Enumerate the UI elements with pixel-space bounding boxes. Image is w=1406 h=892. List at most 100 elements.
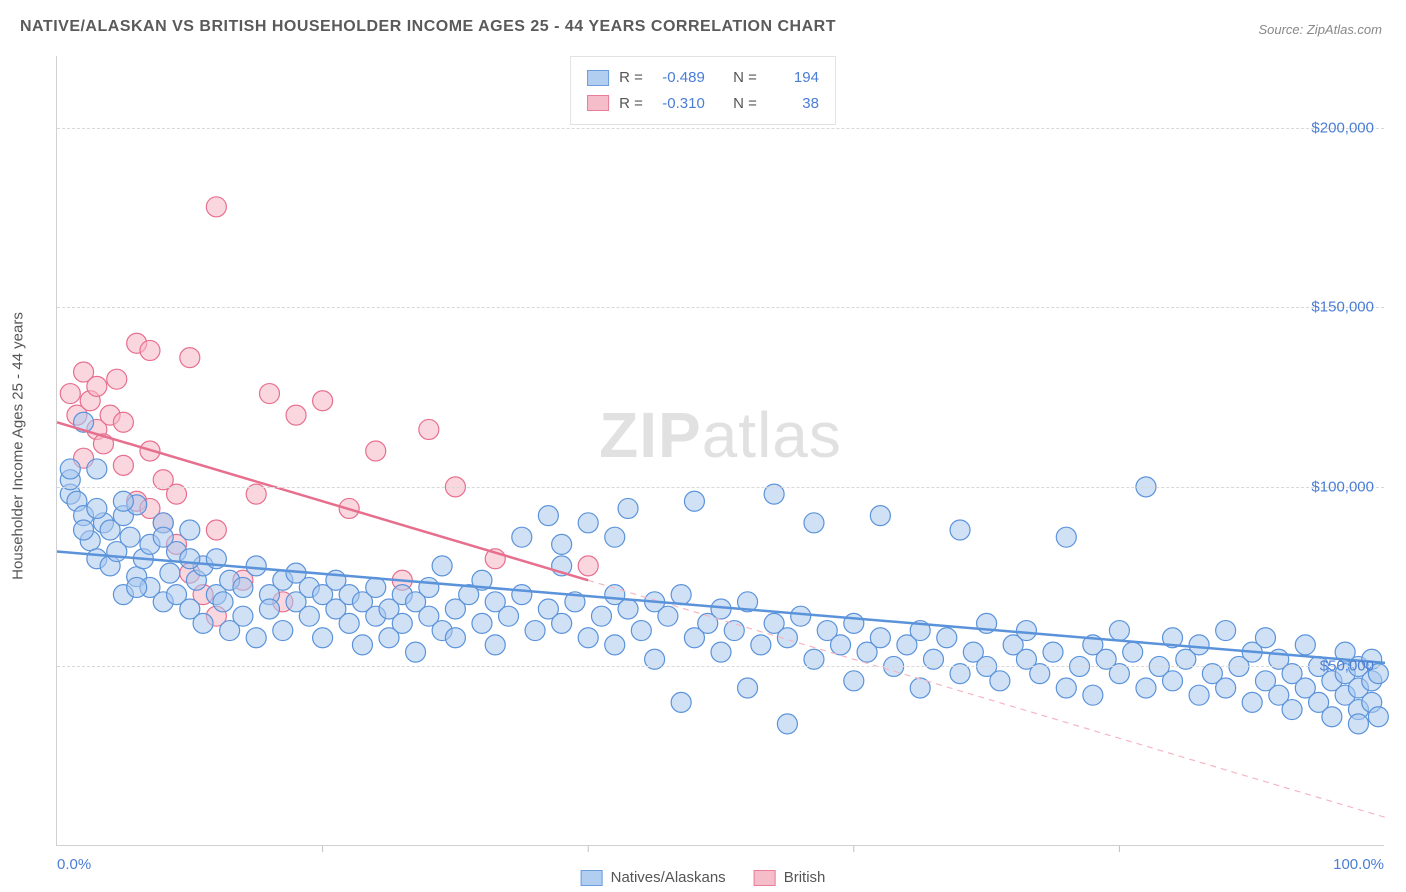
n-value-1: 194: [767, 65, 819, 91]
chart-container: NATIVE/ALASKAN VS BRITISH HOUSEHOLDER IN…: [0, 0, 1406, 892]
scatter-point: [937, 628, 957, 648]
xtick-max: 100.0%: [1333, 856, 1384, 873]
scatter-point: [1255, 628, 1275, 648]
scatter-point: [313, 391, 333, 411]
scatter-point: [1109, 621, 1129, 641]
scatter-point: [87, 376, 107, 396]
scatter-point: [724, 621, 744, 641]
legend-label-1: Natives/Alaskans: [611, 869, 726, 886]
scatter-point: [1043, 642, 1063, 662]
stats-swatch-1: [587, 70, 609, 86]
scatter-point: [804, 513, 824, 533]
y-axis-label: Householder Income Ages 25 - 44 years: [10, 312, 27, 580]
scatter-point: [844, 671, 864, 691]
scatter-point: [259, 384, 279, 404]
r-value-1: -0.489: [653, 65, 705, 91]
scatter-point: [552, 534, 572, 554]
scatter-point: [1189, 685, 1209, 705]
scatter-point: [831, 635, 851, 655]
scatter-point: [259, 599, 279, 619]
scatter-point: [1216, 678, 1236, 698]
scatter-point: [777, 714, 797, 734]
gridline: [57, 666, 1384, 667]
r-value-2: -0.310: [653, 91, 705, 117]
scatter-point: [366, 441, 386, 461]
scatter-point: [60, 459, 80, 479]
scatter-point: [751, 635, 771, 655]
stats-box: R = -0.489 N = 194 R = -0.310 N = 38: [570, 56, 836, 125]
scatter-point: [352, 635, 372, 655]
scatter-point: [206, 197, 226, 217]
scatter-point: [525, 621, 545, 641]
ytick-label: $100,000: [1311, 478, 1374, 495]
scatter-point: [684, 491, 704, 511]
scatter-point: [1136, 678, 1156, 698]
stats-swatch-2: [587, 95, 609, 111]
scatter-point: [485, 635, 505, 655]
scatter-point: [233, 606, 253, 626]
scatter-point: [339, 613, 359, 633]
legend-swatch-2: [754, 870, 776, 886]
plot-area: ZIPatlas $50,000$100,000$150,000$200,000…: [56, 56, 1384, 846]
scatter-point: [499, 606, 519, 626]
scatter-point: [113, 455, 133, 475]
scatter-point: [671, 585, 691, 605]
scatter-point: [1242, 692, 1262, 712]
scatter-point: [1163, 671, 1183, 691]
scatter-point: [406, 642, 426, 662]
scatter-point: [432, 556, 452, 576]
scatter-point: [870, 506, 890, 526]
scatter-point: [193, 613, 213, 633]
scatter-point: [538, 506, 558, 526]
scatter-point: [366, 577, 386, 597]
scatter-point: [578, 556, 598, 576]
n-label-1: N =: [733, 65, 757, 91]
scatter-point: [180, 348, 200, 368]
scatter-point: [60, 384, 80, 404]
scatter-point: [1295, 635, 1315, 655]
scatter-point: [120, 527, 140, 547]
scatter-point: [233, 577, 253, 597]
stats-row-2: R = -0.310 N = 38: [587, 91, 819, 117]
scatter-point: [113, 412, 133, 432]
scatter-point: [140, 340, 160, 360]
scatter-point: [671, 692, 691, 712]
gridline: [57, 487, 1384, 488]
scatter-point: [605, 635, 625, 655]
scatter-point: [791, 606, 811, 626]
legend-swatch-1: [581, 870, 603, 886]
gridline: [57, 307, 1384, 308]
source-attribution: Source: ZipAtlas.com: [1258, 22, 1382, 37]
scatter-point: [392, 613, 412, 633]
xtick-min: 0.0%: [57, 856, 91, 873]
scatter-point: [591, 606, 611, 626]
scatter-point: [1056, 527, 1076, 547]
scatter-point: [160, 563, 180, 583]
legend-label-2: British: [784, 869, 826, 886]
stats-row-1: R = -0.489 N = 194: [587, 65, 819, 91]
scatter-point: [107, 369, 127, 389]
r-label-2: R =: [619, 91, 643, 117]
scatter-point: [631, 621, 651, 641]
scatter-point: [1282, 700, 1302, 720]
scatter-point: [738, 678, 758, 698]
ytick-label: $200,000: [1311, 119, 1374, 136]
scatter-point: [246, 556, 266, 576]
scatter-point: [1348, 714, 1368, 734]
scatter-point: [844, 613, 864, 633]
ytick-label: $150,000: [1311, 299, 1374, 316]
scatter-point: [213, 592, 233, 612]
legend-bottom: Natives/Alaskans British: [581, 869, 826, 886]
scatter-point: [658, 606, 678, 626]
n-value-2: 38: [767, 91, 819, 117]
legend-item-1: Natives/Alaskans: [581, 869, 726, 886]
scatter-point: [1189, 635, 1209, 655]
scatter-point: [286, 405, 306, 425]
scatter-point: [618, 599, 638, 619]
scatter-point: [246, 628, 266, 648]
scatter-point: [552, 613, 572, 633]
ytick-label: $50,000: [1320, 658, 1374, 675]
r-label-1: R =: [619, 65, 643, 91]
scatter-point: [1083, 685, 1103, 705]
legend-item-2: British: [754, 869, 826, 886]
